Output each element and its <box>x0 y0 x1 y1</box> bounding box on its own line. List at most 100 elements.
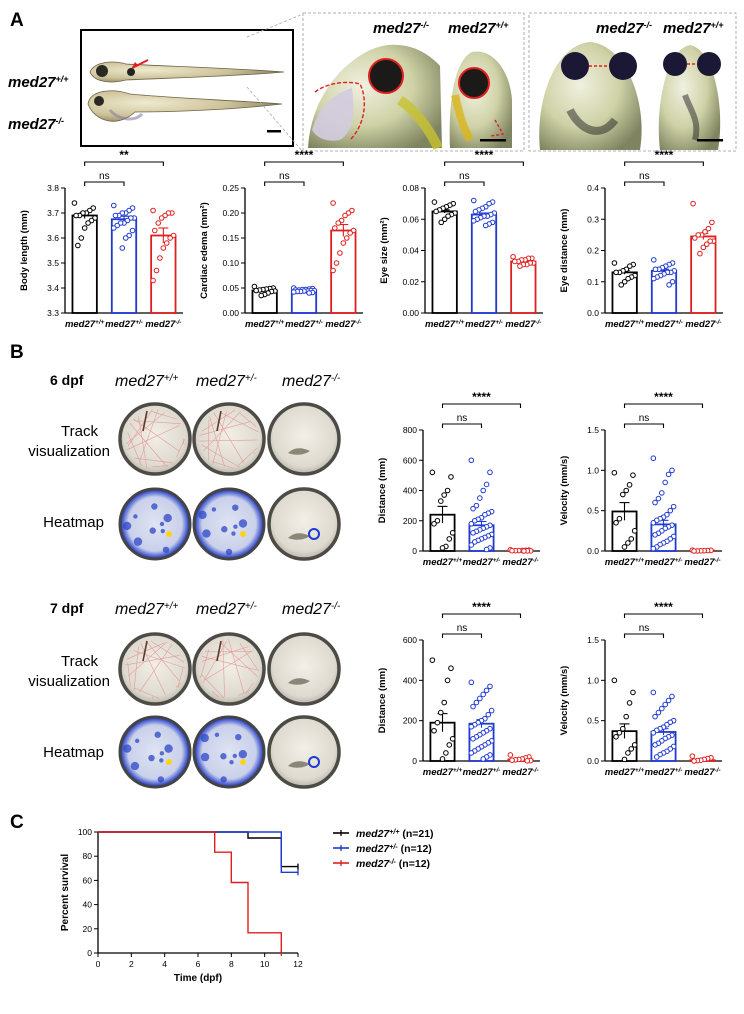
heat-spot <box>123 744 132 753</box>
larva-mark <box>288 761 310 768</box>
distance-6dpf-point-wt <box>449 530 456 536</box>
panel-a-bar-charts: 3.3 3.4 3.5 3.6 3.7 3.8 Body length (mm) med27+… <box>19 148 723 330</box>
distance-7dpf-ytick-label: 600 <box>403 635 417 645</box>
distance-6dpf-xlabel-mut: med27-/- <box>502 557 538 569</box>
velocity-6dpf-point-het <box>652 532 658 538</box>
zoom-guides <box>246 13 304 153</box>
eye-size-point-mut <box>510 253 516 260</box>
survival-xtick-label: 6 <box>196 959 201 969</box>
velocity-6dpf-sig-lower: ns <box>639 413 650 424</box>
body-length-point-mut <box>157 255 163 261</box>
cardiac-edema-ytick-label: 0.10 <box>222 258 239 268</box>
velocity-6dpf-point-het <box>650 455 657 462</box>
heat-spot <box>200 752 210 762</box>
row-labels: Track visualization Heatmap Track visual… <box>28 423 110 761</box>
dish-rim <box>267 715 341 789</box>
eye-size-point-wt <box>445 213 451 219</box>
velocity-6dpf-point-het <box>652 499 658 506</box>
heat-spot <box>133 537 143 546</box>
eye-distance-point-het <box>650 275 657 282</box>
heat-spot <box>232 753 238 759</box>
eye-distance-ytick-label: 0.4 <box>587 183 599 193</box>
body-length-xlabel-wt: med27+/+ <box>65 319 105 331</box>
velocity-6dpf-point-wt <box>616 515 623 522</box>
heatmap-dish-het-7dpf <box>192 715 266 789</box>
velocity-7dpf-point-het <box>655 709 662 716</box>
velocity-7dpf-point-het <box>665 697 672 704</box>
label-wt-lateral: med27+/+ <box>448 20 509 37</box>
distance-7dpf-point-het <box>473 699 480 706</box>
velocity-7dpf-point-mut <box>689 753 696 759</box>
heat-hotspot <box>166 759 172 765</box>
heat-spot <box>221 526 228 533</box>
distance-7dpf-point-het <box>470 703 476 710</box>
dish-rim <box>192 487 266 561</box>
distance-7dpf-point-wt <box>434 719 441 726</box>
label-wt-left: med27+/+ <box>8 74 69 91</box>
eye-size-ytick-label: 0.08 <box>402 183 419 193</box>
distance-7dpf-point-het <box>480 691 486 698</box>
distance-7dpf-point-het <box>488 707 495 714</box>
heat-spot <box>235 733 242 741</box>
velocity-7dpf-point-het <box>652 742 658 748</box>
body-length-point-mut <box>150 277 156 284</box>
distance-7dpf-point-wt <box>446 742 453 748</box>
larva-mark <box>142 640 148 662</box>
label-7dpf: 7 dpf <box>50 600 84 616</box>
survival-ytick-label: 20 <box>83 924 93 934</box>
heat-spot <box>154 731 161 738</box>
heat-spot <box>160 528 166 534</box>
cardiac-edema-point-wt <box>258 292 265 299</box>
velocity-6dpf-point-wt <box>621 544 628 550</box>
col-het-6dpf: med27+/- <box>196 373 258 391</box>
velocity-6dpf-point-wt <box>611 469 618 476</box>
body-length-bracket-lower <box>84 181 125 186</box>
larva-frame <box>80 29 294 147</box>
dish-rim <box>192 402 266 476</box>
body-length-point-wt <box>81 225 88 231</box>
eye-size-chart: 0.00 0.02 0.04 0.06 0.08 Eye size (mm²) med27+… <box>379 148 543 330</box>
body-length-ylabel: Body length (mm) <box>19 210 30 291</box>
distance-6dpf-ytick-label: 200 <box>403 516 417 526</box>
distance-7dpf-point-het <box>468 679 475 686</box>
velocity-7dpf-point-wt <box>611 677 618 684</box>
survival-xtick-label: 4 <box>162 959 167 969</box>
body-length-ytick-label: 3.8 <box>47 183 59 193</box>
distance-7dpf-point-het <box>470 736 476 742</box>
larva-image-box <box>80 29 294 147</box>
body-length-ytick-label: 3.7 <box>47 208 59 218</box>
body-length-point-wt <box>73 212 79 219</box>
eye-size-bar-het <box>470 213 498 314</box>
distance-6dpf-point-wt <box>446 536 453 542</box>
heat-spot <box>159 521 165 527</box>
survival-xtick-label: 2 <box>129 959 134 969</box>
body-length-point-mut <box>160 245 167 251</box>
velocity-7dpf-point-mut <box>691 758 697 764</box>
track-dish-mut-7dpf <box>267 632 341 706</box>
velocity-7dpf-point-wt <box>625 750 631 756</box>
cardiac-edema-ytick-label: 0.15 <box>222 233 239 243</box>
eye-size-point-het <box>486 200 492 207</box>
distance-7dpf-point-wt <box>441 699 447 706</box>
distance-6dpf-point-wt <box>439 545 446 551</box>
eye-distance-point-het <box>650 257 657 263</box>
heat-hotspot <box>308 756 320 768</box>
heat-spot <box>162 546 170 553</box>
panel-label-b: B <box>10 342 24 363</box>
larva-wildtype-picture <box>89 59 285 83</box>
distance-6dpf-ytick-label: 800 <box>403 425 417 435</box>
velocity-6dpf-ytick-label: 1.5 <box>587 425 599 435</box>
velocity-7dpf-bracket-lower <box>623 633 665 638</box>
survival-xlabel: Time (dpf) <box>174 973 222 984</box>
survival-ytick-label: 0 <box>87 948 92 958</box>
heat-hotspot <box>240 759 246 765</box>
heat-spot <box>130 761 140 771</box>
eye-size-point-wt <box>433 208 439 215</box>
distance-6dpf-ytick-label: 0 <box>412 546 417 556</box>
body-length-ytick-label: 3.6 <box>47 233 59 243</box>
heat-spot <box>229 759 234 765</box>
velocity-7dpf-point-het <box>650 729 657 736</box>
eye-distance-xlabel-mut: med27-/- <box>685 319 721 331</box>
heat-spot <box>133 514 138 519</box>
